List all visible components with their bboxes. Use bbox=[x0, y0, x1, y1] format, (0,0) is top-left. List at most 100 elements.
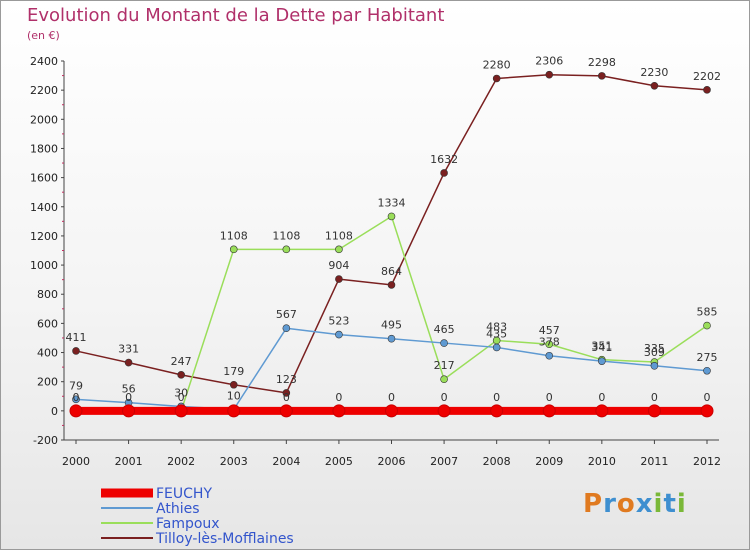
x-tick-label: 2002 bbox=[167, 455, 195, 468]
data-point bbox=[282, 389, 291, 397]
data-label: 0 bbox=[388, 391, 395, 404]
data-label: 1108 bbox=[220, 229, 248, 242]
data-label: 0 bbox=[704, 391, 711, 404]
y-tick-label: 800 bbox=[37, 288, 58, 301]
y-tick-label: 2200 bbox=[30, 84, 58, 97]
data-label: 331 bbox=[118, 343, 139, 356]
data-label: 435 bbox=[486, 327, 507, 340]
data-point bbox=[647, 404, 661, 418]
data-point bbox=[72, 395, 80, 404]
data-label: 457 bbox=[539, 324, 560, 337]
data-point bbox=[650, 81, 659, 90]
data-label: 0 bbox=[441, 391, 448, 404]
data-point bbox=[72, 347, 80, 355]
data-point bbox=[437, 404, 451, 418]
data-label: 0 bbox=[651, 391, 658, 404]
y-tick-label: 600 bbox=[37, 317, 58, 330]
data-label: 341 bbox=[591, 341, 612, 354]
series-line bbox=[76, 215, 708, 412]
y-tick-label: 200 bbox=[37, 376, 58, 389]
data-label: 0 bbox=[546, 391, 553, 404]
data-label: 2298 bbox=[588, 56, 616, 69]
data-point bbox=[387, 334, 396, 343]
y-tick-label: 400 bbox=[37, 347, 58, 360]
data-label: 1632 bbox=[430, 153, 458, 166]
data-point bbox=[229, 380, 238, 389]
data-label: 0 bbox=[73, 391, 80, 404]
data-point bbox=[703, 86, 711, 94]
series-line bbox=[75, 73, 708, 394]
data-label: 2306 bbox=[535, 55, 563, 68]
data-label: 179 bbox=[223, 365, 244, 378]
data-point bbox=[335, 275, 343, 283]
data-point bbox=[335, 330, 343, 339]
data-point bbox=[545, 340, 554, 349]
data-label: 523 bbox=[328, 315, 349, 328]
data-point bbox=[69, 404, 83, 418]
data-label: 10 bbox=[227, 389, 241, 402]
y-tick-label: 2400 bbox=[30, 55, 58, 68]
data-label: 864 bbox=[381, 265, 402, 278]
y-tick-label: 1400 bbox=[30, 201, 58, 214]
data-point bbox=[492, 74, 501, 83]
data-point bbox=[440, 169, 448, 177]
data-point bbox=[703, 366, 711, 375]
data-label: 335 bbox=[644, 342, 665, 355]
data-label: 0 bbox=[493, 391, 500, 404]
y-tick-label: 1600 bbox=[30, 172, 58, 185]
data-point bbox=[332, 404, 346, 418]
data-label: 275 bbox=[697, 351, 718, 364]
x-tick-label: 2009 bbox=[535, 455, 563, 468]
data-point bbox=[700, 404, 714, 418]
data-point bbox=[490, 404, 504, 418]
data-point bbox=[650, 362, 659, 370]
data-label: 217 bbox=[434, 359, 455, 372]
data-label: 56 bbox=[122, 383, 136, 396]
data-label: 2202 bbox=[693, 70, 721, 83]
chart-unit: (en €) bbox=[27, 29, 60, 42]
data-label: 585 bbox=[697, 306, 718, 319]
x-tick-label: 2000 bbox=[62, 455, 90, 468]
x-tick-label: 2001 bbox=[115, 455, 143, 468]
data-label: 1108 bbox=[272, 229, 300, 242]
data-label: 495 bbox=[381, 319, 402, 332]
legend-label: Tilloy-lès-Mofflaines bbox=[155, 531, 294, 547]
x-tick-label: 2012 bbox=[693, 455, 721, 468]
legend-label: Athies bbox=[156, 501, 200, 517]
data-point bbox=[282, 324, 291, 332]
data-point bbox=[387, 212, 396, 221]
data-label: 0 bbox=[178, 391, 185, 404]
data-point bbox=[492, 343, 501, 352]
y-tick-label: 1200 bbox=[30, 230, 58, 243]
data-label: 2280 bbox=[483, 58, 511, 71]
x-tick-label: 2005 bbox=[325, 455, 353, 468]
data-point bbox=[545, 70, 554, 79]
data-label: 483 bbox=[486, 320, 507, 333]
x-tick-label: 2008 bbox=[483, 455, 511, 468]
data-label: 465 bbox=[434, 323, 455, 336]
data-point bbox=[282, 245, 291, 254]
data-point bbox=[229, 245, 238, 254]
data-label: 0 bbox=[125, 391, 132, 404]
data-point bbox=[177, 371, 185, 379]
data-label: 247 bbox=[171, 355, 192, 368]
y-tick-label: 1000 bbox=[30, 259, 58, 272]
data-label: 0 bbox=[335, 391, 342, 404]
data-point bbox=[124, 358, 133, 367]
data-label: 567 bbox=[276, 308, 297, 321]
data-point bbox=[598, 357, 606, 365]
legend-label: Fampoux bbox=[156, 516, 220, 532]
data-point bbox=[335, 245, 343, 254]
chart-title: Evolution du Montant de la Dette par Hab… bbox=[27, 5, 445, 26]
data-point bbox=[598, 72, 606, 80]
data-point bbox=[703, 321, 711, 330]
data-label: 1108 bbox=[325, 229, 353, 242]
proxiti-logo: Proxiti bbox=[583, 489, 687, 519]
data-label: 79 bbox=[69, 379, 83, 392]
data-point bbox=[279, 404, 293, 418]
data-label: 378 bbox=[539, 336, 560, 349]
data-label: 2230 bbox=[640, 66, 668, 79]
data-label: 0 bbox=[598, 391, 605, 404]
